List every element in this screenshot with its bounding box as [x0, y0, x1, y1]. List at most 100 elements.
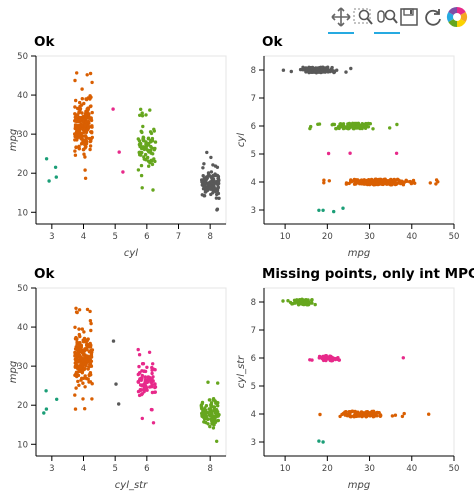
data-point: [90, 382, 94, 386]
data-point: [209, 410, 214, 414]
data-point: [321, 440, 325, 444]
data-point: [322, 181, 326, 185]
data-point: [200, 402, 204, 406]
data-point: [210, 404, 214, 409]
data-point: [395, 122, 399, 127]
data-point: [428, 181, 432, 185]
data-point: [320, 69, 324, 74]
data-point: [90, 397, 94, 401]
data-point: [86, 377, 90, 381]
data-point: [73, 78, 77, 83]
data-point: [316, 122, 320, 127]
data-point: [88, 97, 92, 101]
chart-title: Ok: [34, 34, 55, 50]
data-point: [352, 177, 357, 182]
data-point: [136, 168, 141, 172]
data-point: [146, 155, 150, 160]
data-point: [73, 105, 77, 109]
data-point: [216, 186, 220, 190]
data-point: [150, 365, 154, 370]
data-point: [77, 144, 81, 148]
data-point: [313, 302, 317, 307]
data-point: [205, 188, 210, 193]
data-point: [339, 122, 343, 126]
data-point: [142, 369, 146, 373]
data-point: [215, 165, 220, 169]
data-point: [140, 186, 144, 190]
data-point: [138, 377, 142, 381]
data-point: [117, 402, 121, 406]
data-point: [379, 182, 384, 186]
data-point: [344, 70, 348, 74]
data-point: [207, 398, 212, 402]
data-point: [333, 357, 338, 362]
data-point: [146, 137, 151, 141]
data-point: [153, 140, 158, 144]
wheel-zoom-tool-icon[interactable]: [374, 6, 400, 34]
data-point: [349, 414, 353, 419]
data-point: [148, 130, 153, 134]
data-point: [74, 116, 78, 121]
data-point: [144, 158, 148, 162]
chart-plot: 3 4 5 6 8 10 20 30 40 50 cyl_str mpg: [8, 284, 227, 491]
data-point: [88, 309, 92, 314]
x-tick-label: 40: [406, 464, 417, 474]
data-point: [89, 355, 94, 359]
data-point: [364, 179, 368, 183]
data-point: [209, 401, 214, 405]
x-tick-label: 30: [364, 232, 375, 242]
reset-tool-icon[interactable]: [422, 6, 444, 28]
x-tick-label: 20: [322, 232, 333, 242]
data-point: [353, 412, 357, 416]
data-point: [360, 182, 364, 186]
data-point: [139, 173, 144, 178]
bokeh-logo-icon[interactable]: [446, 6, 468, 28]
data-point: [140, 111, 144, 115]
x-axis-label: mpg: [348, 248, 370, 259]
box-zoom-tool-icon[interactable]: [352, 6, 374, 28]
data-point: [88, 144, 93, 148]
data-point: [83, 134, 88, 138]
data-point: [150, 390, 155, 395]
data-point: [341, 206, 345, 210]
data-point: [83, 146, 87, 150]
save-tool-icon[interactable]: [398, 6, 420, 28]
data-point: [149, 144, 153, 149]
data-point: [331, 69, 335, 74]
data-point: [352, 122, 356, 126]
data-point: [147, 164, 151, 168]
data-point: [371, 415, 376, 419]
data-point: [401, 356, 405, 360]
data-point: [42, 411, 46, 415]
data-point: [337, 358, 341, 362]
data-point: [84, 137, 88, 142]
data-point: [77, 147, 82, 151]
x-tick-label: 3: [49, 464, 54, 474]
data-point: [88, 345, 92, 349]
data-point: [301, 65, 305, 69]
data-point: [145, 144, 149, 148]
y-tick-label: 4: [251, 410, 256, 420]
data-point: [382, 181, 386, 186]
data-point: [140, 130, 144, 135]
data-point: [371, 409, 376, 413]
data-point: [144, 113, 148, 117]
data-point: [74, 130, 79, 134]
data-point: [90, 348, 95, 352]
pan-tool-icon[interactable]: [328, 6, 354, 34]
data-point: [341, 126, 346, 131]
plot-frame: [35, 287, 227, 457]
chart-panel-3: Ok 3 4 5 6 8 10 20 30 40 50 cyl_str mpg: [0, 266, 237, 498]
data-point: [148, 161, 152, 165]
data-point: [368, 414, 372, 418]
y-tick-label: 3: [251, 206, 256, 216]
data-point: [138, 113, 142, 118]
data-point: [211, 174, 215, 178]
data-point: [327, 179, 331, 183]
data-point: [140, 114, 145, 118]
data-point: [144, 140, 148, 144]
data-point: [77, 332, 82, 337]
data-point: [205, 150, 209, 155]
plot-frame: [263, 55, 455, 225]
data-point: [152, 129, 156, 133]
